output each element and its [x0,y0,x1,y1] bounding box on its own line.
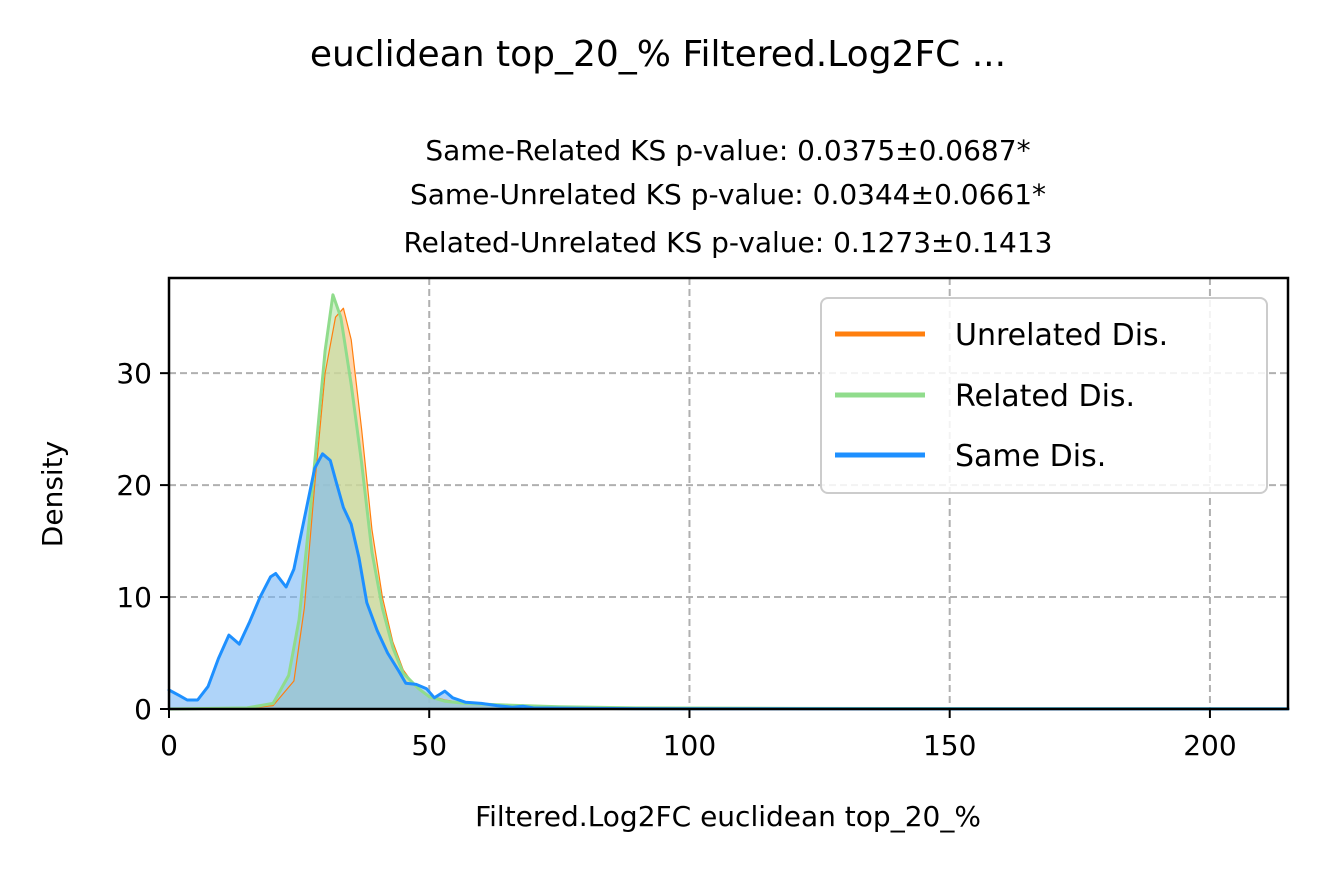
x-tick-label: 200 [1183,729,1236,762]
y-axis-label: Density [36,441,69,547]
x-tick-label: 50 [411,729,447,762]
y-tick-label: 30 [116,357,152,390]
chart-title-line-2: Same-Unrelated KS p-value: 0.0344±0.0661… [410,178,1046,211]
axes: 0 50 100 150 200 0 10 20 30 [116,276,1290,762]
legend-frame [820,297,1268,494]
legend-label-unrelated: Unrelated Dis. [955,318,1168,353]
plot-frame [167,276,1290,711]
x-axis-label: Filtered.Log2FC euclidean top_20_% [475,800,981,833]
legend: Unrelated Dis. Related Dis. Same Dis. [820,297,1268,494]
density-lines [167,293,1290,711]
y-tick-label: 10 [116,581,152,614]
chart-title-line-1: Same-Related KS p-value: 0.0375±0.0687* [425,134,1030,167]
x-tick-label: 100 [663,729,716,762]
line-same-dis [167,452,1290,711]
density-areas [169,294,1288,709]
chart-title-line-3: Related-Unrelated KS p-value: 0.1273±0.1… [403,226,1052,259]
chart-suptitle: euclidean top_20_% Filtered.Log2FC ... [310,34,1006,75]
legend-label-same: Same Dis. [955,439,1106,474]
x-tick-label: 0 [160,729,178,762]
x-tick-label: 150 [923,729,976,762]
legend-label-related: Related Dis. [955,379,1135,414]
y-tick-label: 20 [116,469,152,502]
area-same-dis [169,453,1288,709]
y-tick-label: 0 [134,693,152,726]
